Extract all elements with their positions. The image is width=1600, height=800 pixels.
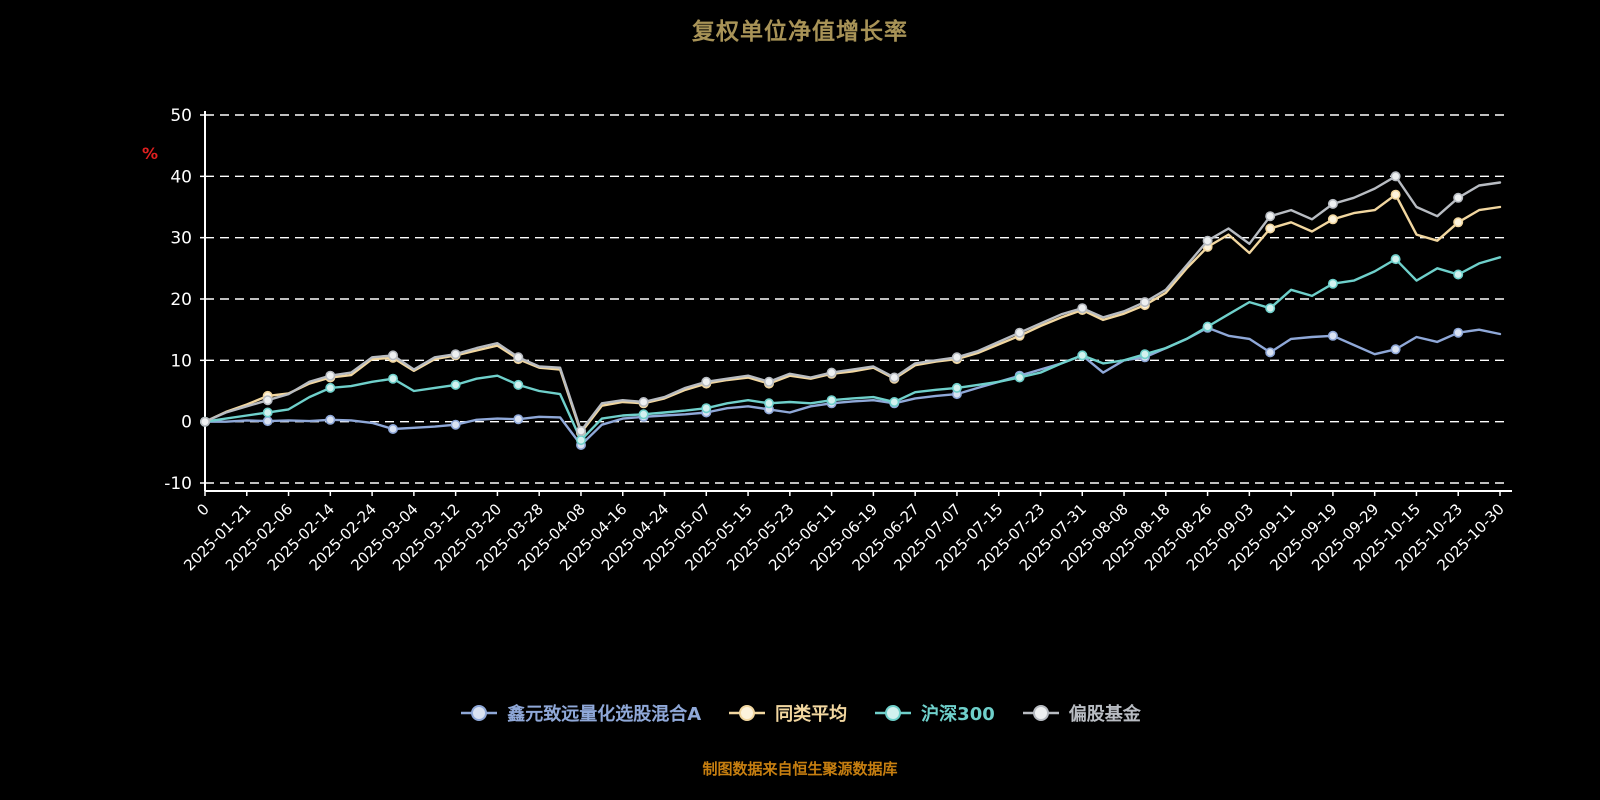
series-marker xyxy=(1202,321,1213,332)
legend-label: 沪深300 xyxy=(921,704,995,725)
series-marker xyxy=(262,395,273,406)
series-marker xyxy=(387,423,398,434)
legend-item-2[interactable]: 沪深300 xyxy=(873,700,995,726)
series-marker xyxy=(200,416,211,427)
legend-label: 同类平均 xyxy=(775,704,848,725)
y-tick-label: 20 xyxy=(170,290,192,310)
legend-marker-icon xyxy=(461,705,498,721)
y-tick-label: 50 xyxy=(170,106,192,126)
series-marker xyxy=(1327,198,1338,209)
legend-item-0[interactable]: 鑫元致远量化选股混合A xyxy=(459,700,701,726)
series-marker xyxy=(450,419,461,430)
legend-marker-icon xyxy=(875,705,912,721)
series-marker xyxy=(826,367,837,378)
series-line-0 xyxy=(203,326,1502,447)
y-tick-label: -10 xyxy=(164,474,192,494)
y-tick-label: 0 xyxy=(181,413,192,433)
y-tick-label: 10 xyxy=(170,351,192,371)
series-marker xyxy=(763,376,774,387)
series-marker xyxy=(325,370,336,381)
series-marker xyxy=(889,396,900,407)
series-line-3 xyxy=(203,175,1502,433)
legend-marker-icon xyxy=(729,705,766,721)
series-marker xyxy=(701,403,712,414)
series-marker xyxy=(450,379,461,390)
series-marker xyxy=(1390,171,1401,182)
series-marker xyxy=(1014,327,1025,338)
series-marker xyxy=(826,395,837,406)
chart-title: 复权单位净值增长率 xyxy=(692,19,908,45)
series-marker xyxy=(1453,192,1464,203)
series-marker xyxy=(1014,372,1025,383)
series-marker xyxy=(1077,350,1088,361)
series-marker xyxy=(513,352,524,363)
series-marker xyxy=(1327,214,1338,225)
series-marker xyxy=(1453,269,1464,280)
series-marker xyxy=(1265,223,1276,234)
legend: 鑫元致远量化选股混合A 同类平均 沪深300 偏股基金 xyxy=(0,700,1600,726)
legend-item-3[interactable]: 偏股基金 xyxy=(1021,700,1141,726)
series-marker xyxy=(575,435,586,446)
y-axis-unit-label: % xyxy=(142,144,159,163)
legend-label: 偏股基金 xyxy=(1068,704,1141,725)
series-marker xyxy=(763,398,774,409)
series-marker xyxy=(1265,211,1276,222)
series-marker xyxy=(325,382,336,393)
series-marker xyxy=(1390,254,1401,265)
series-marker xyxy=(1390,344,1401,355)
series-marker xyxy=(1077,303,1088,314)
series-marker xyxy=(701,376,712,387)
series-marker xyxy=(638,409,649,420)
x-tick-label: 0 xyxy=(193,500,212,519)
y-tick-label: 30 xyxy=(170,229,192,249)
series-marker xyxy=(1265,347,1276,358)
series-marker xyxy=(1139,297,1150,308)
series-line-1 xyxy=(203,193,1502,434)
series-marker xyxy=(325,414,336,425)
series-marker xyxy=(1265,303,1276,314)
series-marker xyxy=(262,407,273,418)
series-marker xyxy=(1453,217,1464,228)
series-line-2 xyxy=(203,256,1502,442)
series-marker xyxy=(889,372,900,383)
series-marker xyxy=(513,414,524,425)
series-marker xyxy=(387,373,398,384)
series-marker xyxy=(1390,189,1401,200)
series-marker xyxy=(262,416,273,427)
series-marker xyxy=(638,396,649,407)
legend-label: 鑫元致远量化选股混合A xyxy=(507,704,702,725)
series-marker xyxy=(951,352,962,363)
y-tick-label: 40 xyxy=(170,167,192,187)
data-source-note: 制图数据来自恒生聚源数据库 xyxy=(702,760,898,778)
series-marker xyxy=(450,349,461,360)
series-marker xyxy=(513,379,524,390)
series-marker xyxy=(1202,235,1213,246)
legend-marker-icon xyxy=(1022,705,1059,721)
series-marker xyxy=(1327,278,1338,289)
series-marker xyxy=(1453,327,1464,338)
series-marker xyxy=(387,350,398,361)
series-marker xyxy=(1139,349,1150,360)
series-marker xyxy=(575,425,586,436)
series-marker xyxy=(951,382,962,393)
legend-item-1[interactable]: 同类平均 xyxy=(727,700,847,726)
series-marker xyxy=(1327,330,1338,341)
